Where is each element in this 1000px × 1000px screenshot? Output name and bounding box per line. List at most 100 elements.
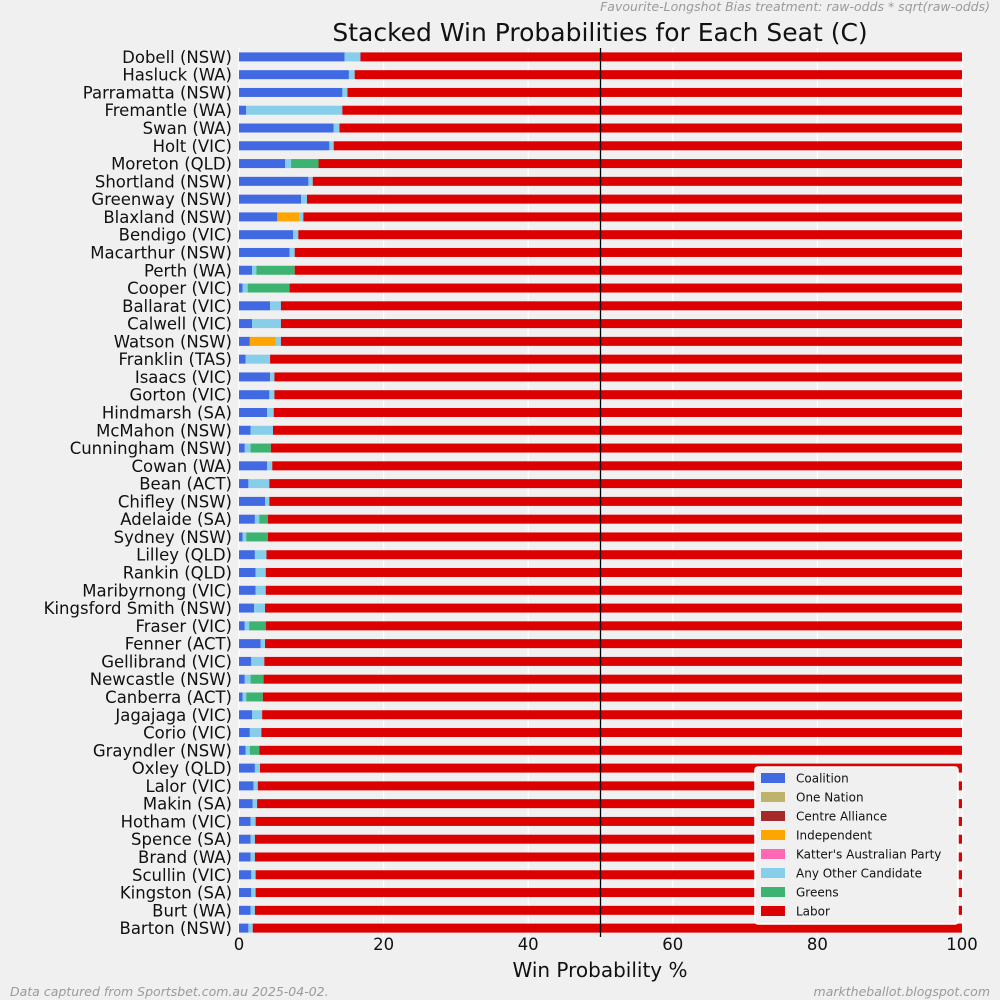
bar-segment-41-0 bbox=[239, 781, 254, 791]
bar-segment-21-0 bbox=[239, 425, 251, 435]
legend: Coalition One Nation Centre Alliance Indepe… bbox=[754, 766, 959, 925]
bar-segment-8-0 bbox=[239, 194, 302, 204]
bar-segment-42-7 bbox=[257, 799, 962, 809]
bar-segment-20-5 bbox=[267, 407, 274, 417]
legend-label-5: Any Other Candidate bbox=[796, 867, 922, 881]
bar-segment-12-7 bbox=[294, 265, 962, 275]
bar-segment-24-5 bbox=[248, 479, 270, 489]
bar-segment-19-0 bbox=[239, 390, 270, 400]
bar-segment-18-7 bbox=[274, 372, 962, 382]
bar-segment-10-5 bbox=[293, 230, 299, 240]
y-tick-labels: Dobell (NSW)Hasluck (WA)Parramatta (NSW)… bbox=[44, 48, 232, 938]
bar-segment-48-7 bbox=[254, 905, 962, 915]
bar-segment-0-0 bbox=[239, 52, 345, 62]
y-tick-label-12: Perth (WA) bbox=[144, 261, 232, 280]
bar-segment-12-0 bbox=[239, 265, 253, 275]
bar-segment-23-5 bbox=[267, 461, 273, 471]
bar-segment-3-5 bbox=[246, 105, 343, 115]
header-note: Favourite-Longshot Bias treatment: raw-o… bbox=[600, 0, 990, 14]
bar-segment-25-0 bbox=[239, 496, 266, 506]
y-tick-label-44: Spence (SA) bbox=[131, 830, 232, 849]
y-tick-label-19: Gorton (VIC) bbox=[130, 386, 232, 405]
y-tick-label-10: Bendigo (VIC) bbox=[119, 226, 232, 245]
y-tick-label-45: Brand (WA) bbox=[138, 848, 232, 867]
legend-label-0: Coalition bbox=[796, 772, 849, 786]
legend-swatch-5 bbox=[761, 868, 785, 878]
bar-segment-13-7 bbox=[289, 283, 962, 293]
chart-title: Stacked Win Probabilities for Each Seat … bbox=[332, 18, 867, 47]
bar-segment-1-0 bbox=[239, 70, 349, 80]
y-tick-label-17: Franklin (TAS) bbox=[118, 350, 232, 369]
bar-segment-35-7 bbox=[263, 674, 962, 684]
bar-segment-24-0 bbox=[239, 479, 249, 489]
bar-segment-39-7 bbox=[259, 745, 962, 755]
bar-segment-34-5 bbox=[251, 656, 265, 666]
bar-segment-4-0 bbox=[239, 123, 334, 133]
bar-segment-45-5 bbox=[250, 852, 255, 862]
legend-label-1: One Nation bbox=[796, 791, 864, 805]
y-tick-label-18: Isaacs (VIC) bbox=[135, 368, 232, 387]
y-tick-label-24: Bean (ACT) bbox=[139, 475, 232, 494]
y-tick-label-13: Cooper (VIC) bbox=[127, 279, 232, 298]
bar-segment-37-5 bbox=[252, 710, 263, 720]
bar-segment-7-0 bbox=[239, 176, 309, 186]
bar-segment-21-7 bbox=[272, 425, 963, 435]
bar-segment-32-6 bbox=[249, 621, 266, 631]
y-tick-label-47: Kingston (SA) bbox=[120, 884, 232, 903]
bar-segment-12-5 bbox=[252, 265, 257, 275]
bar-segment-35-5 bbox=[244, 674, 251, 684]
bar-segment-24-7 bbox=[269, 479, 963, 489]
bar-segment-26-0 bbox=[239, 514, 255, 524]
bar-segment-45-0 bbox=[239, 852, 251, 862]
bar-segment-30-0 bbox=[239, 585, 256, 595]
bar-segment-49-7 bbox=[252, 923, 962, 933]
bar-segment-44-7 bbox=[254, 834, 962, 844]
x-tick-labels: 0 20 40 60 80 100 bbox=[234, 935, 978, 954]
bar-segment-9-0 bbox=[239, 212, 278, 222]
y-tick-label-31: Kingsford Smith (NSW) bbox=[44, 599, 232, 618]
legend-label-3: Independent bbox=[796, 829, 872, 843]
bar-segment-34-7 bbox=[264, 656, 962, 666]
legend-items: Coalition One Nation Centre Alliance Indepe… bbox=[761, 772, 941, 919]
bar-segment-30-7 bbox=[265, 585, 963, 595]
bar-segment-13-0 bbox=[239, 283, 243, 293]
legend-label-6: Greens bbox=[796, 886, 839, 900]
bar-segment-35-6 bbox=[250, 674, 264, 684]
bar-segment-2-7 bbox=[347, 87, 962, 97]
bar-segment-6-0 bbox=[239, 159, 286, 169]
bar-segment-9-5 bbox=[299, 212, 304, 222]
bar-segment-41-5 bbox=[253, 781, 258, 791]
bar-segment-33-0 bbox=[239, 639, 261, 649]
legend-swatch-7 bbox=[761, 906, 785, 916]
y-tick-label-48: Burt (WA) bbox=[152, 901, 232, 920]
x-tick-label-5: 100 bbox=[946, 935, 978, 954]
y-tick-label-46: Scullin (VIC) bbox=[132, 866, 232, 885]
bar-segment-3-7 bbox=[342, 105, 962, 115]
legend-swatch-3 bbox=[761, 830, 785, 840]
bar-segment-32-7 bbox=[265, 621, 963, 631]
y-tick-label-20: Hindmarsh (SA) bbox=[102, 403, 232, 422]
bar-segment-10-7 bbox=[298, 230, 962, 240]
bar-segment-44-0 bbox=[239, 834, 251, 844]
legend-swatch-0 bbox=[761, 773, 785, 783]
bar-segment-38-0 bbox=[239, 728, 250, 738]
bar-segment-46-0 bbox=[239, 870, 252, 880]
bar-segment-36-5 bbox=[242, 692, 247, 702]
bar-segment-43-0 bbox=[239, 816, 251, 826]
bar-segment-4-5 bbox=[333, 123, 340, 133]
y-tick-label-35: Newcastle (NSW) bbox=[90, 670, 232, 689]
bar-segment-15-5 bbox=[252, 319, 281, 329]
bar-segment-37-7 bbox=[262, 710, 962, 720]
bar-segment-28-0 bbox=[239, 550, 255, 560]
y-tick-label-27: Sydney (NSW) bbox=[114, 528, 232, 547]
bar-segment-47-7 bbox=[255, 888, 962, 898]
y-tick-label-37: Jagajaga (VIC) bbox=[114, 706, 232, 725]
bar-segment-49-5 bbox=[248, 923, 253, 933]
bar-segment-47-0 bbox=[239, 888, 252, 898]
bar-segment-31-5 bbox=[254, 603, 266, 613]
y-tick-label-49: Barton (NSW) bbox=[120, 919, 233, 938]
bar-segment-25-7 bbox=[269, 496, 963, 506]
x-tick-label-2: 40 bbox=[518, 935, 539, 954]
legend-label-4: Katter's Australian Party bbox=[796, 848, 941, 862]
